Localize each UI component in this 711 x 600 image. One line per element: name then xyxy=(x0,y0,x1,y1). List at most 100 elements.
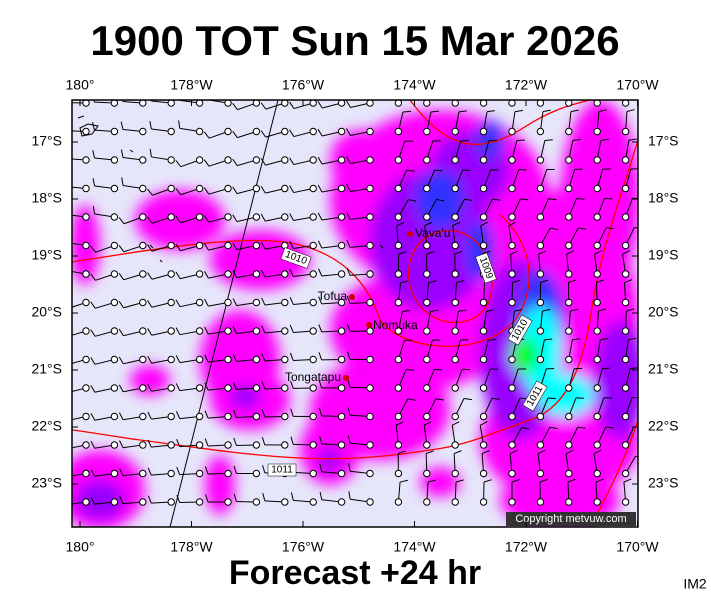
station xyxy=(366,213,374,221)
station xyxy=(252,384,261,392)
station xyxy=(337,298,346,307)
barb-flag xyxy=(457,81,465,83)
station xyxy=(423,156,431,164)
barb-flag xyxy=(566,250,575,255)
station xyxy=(621,469,630,478)
barb-flag xyxy=(539,478,548,483)
barb-flag xyxy=(346,211,351,220)
barb-flag xyxy=(147,216,153,224)
station xyxy=(82,156,90,164)
station xyxy=(167,241,175,250)
barb-flag xyxy=(596,279,605,283)
barb-flag xyxy=(120,121,124,130)
barb-flag xyxy=(565,449,574,455)
station xyxy=(82,412,90,421)
station xyxy=(82,100,90,107)
station xyxy=(508,100,516,107)
station xyxy=(139,469,147,478)
barb-flag xyxy=(175,355,181,363)
barb-flag xyxy=(64,179,66,187)
barb-flag xyxy=(203,215,210,223)
barb-flag xyxy=(204,354,209,363)
barb-flag xyxy=(289,129,295,137)
barb-flag xyxy=(508,221,517,227)
lat-label: 17°S xyxy=(31,133,62,149)
barb-flag xyxy=(62,358,66,365)
station xyxy=(139,213,147,221)
barb-flag xyxy=(147,439,152,448)
station xyxy=(565,412,573,421)
barb-flag xyxy=(233,409,237,418)
isobar-label: 1011 xyxy=(271,465,293,476)
station xyxy=(394,213,403,221)
barb-flag xyxy=(175,299,181,307)
barb-flag xyxy=(594,250,602,255)
barb-flag xyxy=(481,450,490,455)
station xyxy=(479,412,488,421)
lat-label: 21°S xyxy=(648,361,679,377)
station xyxy=(508,441,516,449)
station xyxy=(366,270,374,278)
place-dot xyxy=(407,231,413,237)
barb-flag xyxy=(232,186,238,194)
station xyxy=(593,384,601,392)
station xyxy=(82,213,90,221)
barb-flag xyxy=(346,295,351,304)
station xyxy=(508,412,516,421)
barb-flag xyxy=(90,245,96,253)
station xyxy=(167,156,175,164)
barb-flag xyxy=(509,449,518,455)
station xyxy=(479,184,488,193)
station xyxy=(593,441,601,449)
station xyxy=(394,298,403,307)
station xyxy=(167,327,175,335)
barb-flag xyxy=(175,411,181,419)
lat-label: 20°S xyxy=(648,304,679,320)
barb-flag xyxy=(577,426,586,429)
station xyxy=(565,213,573,221)
barb-flag xyxy=(232,326,238,334)
station xyxy=(565,241,573,250)
station xyxy=(565,127,573,136)
station xyxy=(565,355,573,364)
barb-flag xyxy=(65,263,66,271)
station xyxy=(281,100,289,107)
barb-flag xyxy=(492,198,501,201)
station xyxy=(110,327,119,335)
place-dot xyxy=(349,294,355,300)
station xyxy=(621,498,630,506)
barb-flag xyxy=(406,369,415,371)
station xyxy=(366,469,374,478)
station xyxy=(423,355,431,364)
station xyxy=(281,127,289,136)
station xyxy=(621,384,630,392)
barb-flag xyxy=(260,130,267,138)
station xyxy=(337,184,346,193)
station xyxy=(224,298,232,307)
station xyxy=(110,156,119,164)
station xyxy=(508,498,516,506)
lat-label: 21°S xyxy=(31,361,62,377)
station xyxy=(309,127,317,136)
barb-flag xyxy=(63,470,67,477)
station xyxy=(451,213,459,221)
station xyxy=(139,384,147,392)
barb-flag xyxy=(428,280,437,284)
station xyxy=(565,384,573,392)
barb-flag xyxy=(399,479,408,483)
barb-flag xyxy=(233,437,237,446)
station xyxy=(281,498,289,506)
station xyxy=(451,184,459,193)
station xyxy=(281,213,289,221)
barb-flag xyxy=(576,198,585,200)
station xyxy=(195,298,204,307)
barb-flag xyxy=(436,198,445,202)
station xyxy=(252,469,261,478)
station xyxy=(366,441,374,449)
station xyxy=(536,127,545,136)
station xyxy=(366,100,374,107)
barb-flag xyxy=(204,326,209,335)
barb-flag xyxy=(289,352,294,361)
station xyxy=(423,100,431,107)
station xyxy=(110,100,119,107)
